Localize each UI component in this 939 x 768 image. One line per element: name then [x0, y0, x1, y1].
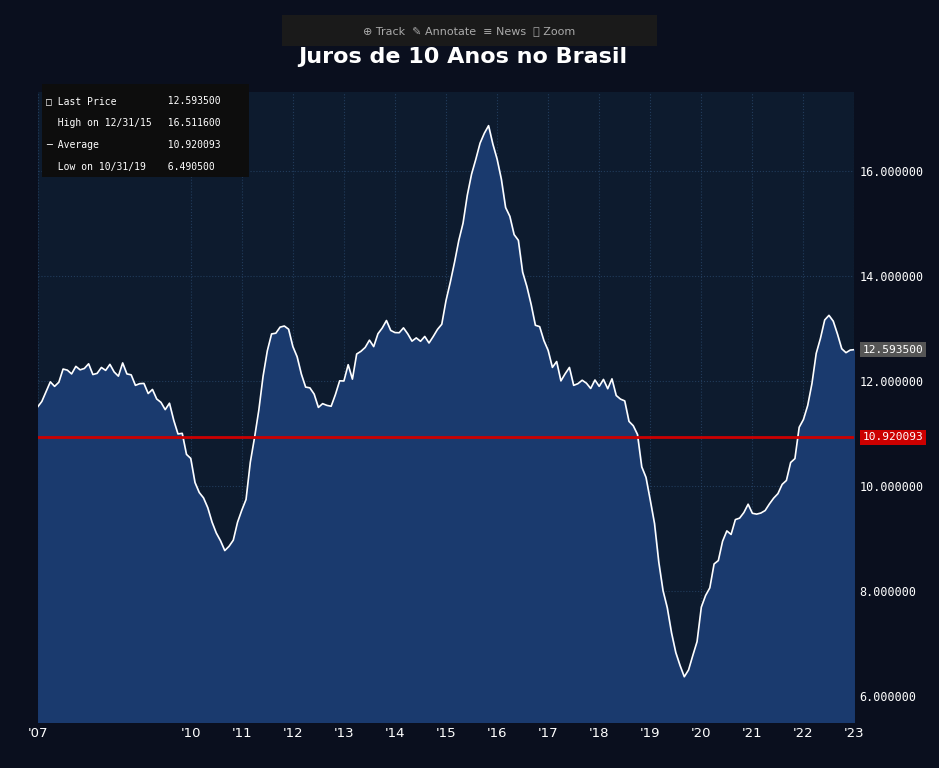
Text: 16.511600: 16.511600 [156, 118, 221, 128]
Text: Juros de 10 Anos no Brasil: Juros de 10 Anos no Brasil [298, 47, 627, 67]
Text: Low on 10/31/19: Low on 10/31/19 [46, 162, 146, 173]
Text: 10.920093: 10.920093 [863, 432, 923, 442]
Text: ─ Average: ─ Average [46, 141, 100, 151]
Text: High on 12/31/15: High on 12/31/15 [46, 118, 152, 128]
Text: 12.593500: 12.593500 [156, 96, 221, 106]
Text: 6.490500: 6.490500 [156, 162, 215, 173]
Text: 12.593500: 12.593500 [863, 345, 923, 355]
Text: ⊕ Track  ✎ Annotate  ≡ News  🔍 Zoom: ⊕ Track ✎ Annotate ≡ News 🔍 Zoom [363, 25, 576, 36]
Text: 10.920093: 10.920093 [156, 141, 221, 151]
Text: □ Last Price: □ Last Price [46, 96, 116, 106]
